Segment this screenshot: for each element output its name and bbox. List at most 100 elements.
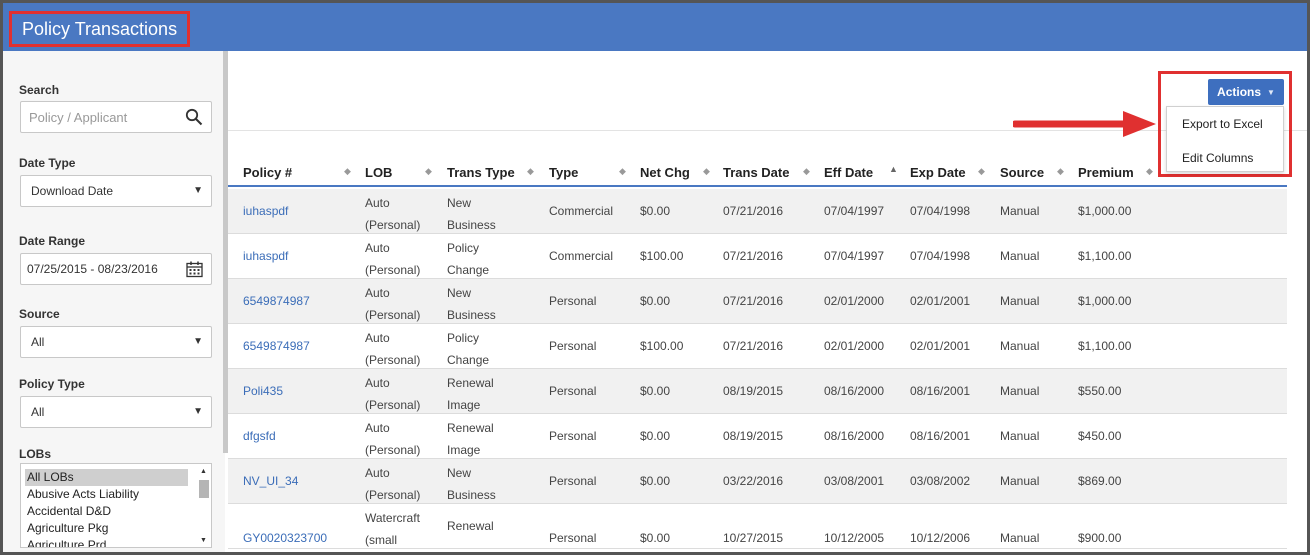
search-icon[interactable] xyxy=(185,108,203,129)
scroll-thumb[interactable] xyxy=(199,480,209,498)
sort-icon[interactable]: ◆ xyxy=(619,166,626,176)
column-header-net-chg[interactable]: Net Chg xyxy=(640,165,690,180)
net-chg-cell: $0.00 xyxy=(640,531,671,545)
lob-option[interactable]: All LOBs xyxy=(25,469,188,486)
menu-item-export-excel[interactable]: Export to Excel xyxy=(1182,117,1263,131)
sort-icon[interactable]: ◆ xyxy=(978,166,985,176)
trans-date-cell: 08/19/2015 xyxy=(723,384,784,398)
trans-type-cell: Renewal xyxy=(447,519,494,533)
lob-line: Auto xyxy=(365,286,390,300)
lob-line: Auto xyxy=(365,331,390,345)
lobs-listbox[interactable]: All LOBs Abusive Acts Liability Accident… xyxy=(20,463,212,548)
date-type-select[interactable]: Download Date ▼ xyxy=(20,175,212,207)
exp-date-cell: 10/12/2006 xyxy=(910,531,971,545)
chevron-down-icon: ▼ xyxy=(193,406,203,417)
policy-link[interactable]: 6549874987 xyxy=(243,339,310,353)
column-header-source[interactable]: Source xyxy=(1000,165,1045,180)
sort-icon[interactable]: ◆ xyxy=(703,166,710,176)
lob-option[interactable]: Agriculture Prd xyxy=(27,538,107,548)
premium-cell: $1,000.00 xyxy=(1078,204,1132,218)
table-row[interactable]: 6549874987 Auto (Personal) New Business Pe… xyxy=(228,279,1287,324)
policy-link[interactable]: iuhaspdf xyxy=(243,204,289,218)
search-input[interactable]: Policy / Applicant xyxy=(20,101,212,133)
eff-date-cell: 10/12/2005 xyxy=(824,531,885,545)
trans-type-line: Image xyxy=(447,398,481,412)
net-chg-cell: $100.00 xyxy=(640,249,684,263)
lob-line: (Personal) xyxy=(365,218,421,232)
sort-asc-icon[interactable]: ▲ xyxy=(889,164,898,174)
policy-link[interactable]: dfgsfd xyxy=(243,429,276,443)
policy-link[interactable]: GY0020323700 xyxy=(243,531,328,545)
sort-icon[interactable]: ◆ xyxy=(425,166,432,176)
lob-line: (Personal) xyxy=(365,308,421,322)
actions-button[interactable]: Actions ▼ xyxy=(1208,79,1284,105)
lob-option[interactable]: Abusive Acts Liability xyxy=(27,487,140,501)
chevron-down-icon: ▼ xyxy=(193,336,203,347)
trans-type-line: Business xyxy=(447,308,496,322)
source-select[interactable]: All ▼ xyxy=(20,326,212,358)
sort-icon[interactable]: ◆ xyxy=(803,166,810,176)
lob-line: (Personal) xyxy=(365,488,421,502)
premium-cell: $1,100.00 xyxy=(1078,339,1132,353)
lobs-scrollbar[interactable]: ▲ ▼ xyxy=(199,468,209,544)
search-label: Search xyxy=(19,83,60,97)
trans-type-line: Renewal xyxy=(447,421,494,435)
lob-line: Auto xyxy=(365,241,390,255)
lob-option[interactable]: Accidental D&D xyxy=(27,504,112,518)
sort-icon[interactable]: ◆ xyxy=(527,166,534,176)
date-type-label: Date Type xyxy=(19,156,76,170)
policy-link[interactable]: iuhaspdf xyxy=(243,249,289,263)
lob-cell: Auto (Personal) xyxy=(365,372,420,416)
table-row[interactable]: Poli435 Auto (Personal) Renewal Image Pers… xyxy=(228,369,1287,414)
column-header-eff-date[interactable]: Eff Date xyxy=(824,165,874,180)
column-header-premium[interactable]: Premium xyxy=(1078,165,1134,180)
exp-date-cell: 02/01/2001 xyxy=(910,294,971,308)
menu-item-edit-columns[interactable]: Edit Columns xyxy=(1182,151,1254,165)
policy-link[interactable]: Poli435 xyxy=(243,384,284,398)
column-header-exp-date[interactable]: Exp Date xyxy=(910,165,966,180)
lob-option[interactable]: Agriculture Pkg xyxy=(27,521,109,535)
eff-date-cell: 08/16/2000 xyxy=(824,429,885,443)
date-range-input[interactable]: 07/25/2015 - 08/23/2016 xyxy=(20,253,212,285)
table-body: iuhaspdf Auto (Personal) New Business Comm… xyxy=(228,189,1287,549)
lob-cell: Auto (Personal) xyxy=(365,237,420,281)
exp-date-cell: 07/04/1998 xyxy=(910,249,971,263)
net-chg-cell: $0.00 xyxy=(640,294,671,308)
eff-date-cell: 07/04/1997 xyxy=(824,249,885,263)
table-row[interactable]: dfgsfd Auto (Personal) Renewal Image Perso… xyxy=(228,414,1287,459)
actions-button-label: Actions xyxy=(1217,85,1262,99)
sidebar-scrollbar[interactable] xyxy=(223,51,228,453)
sort-icon[interactable]: ◆ xyxy=(344,166,351,176)
table-row[interactable]: GY0020323700 Watercraft (small Renewal Pe… xyxy=(228,504,1287,549)
scroll-down-icon[interactable]: ▼ xyxy=(200,537,207,544)
column-header-trans-date[interactable]: Trans Date xyxy=(723,165,790,180)
exp-date-cell: 08/16/2001 xyxy=(910,429,971,443)
sort-icon[interactable]: ◆ xyxy=(1146,166,1153,176)
table-row[interactable]: 6549874987 Auto (Personal) Policy Change P… xyxy=(228,324,1287,369)
table-scrollbar[interactable] xyxy=(1288,189,1307,552)
type-cell: Personal xyxy=(549,474,597,488)
column-header-policy[interactable]: Policy # xyxy=(243,165,293,180)
policy-link[interactable]: NV_UI_34 xyxy=(243,474,299,488)
trans-type-cell: Policy Change xyxy=(447,237,489,281)
source-cell: Manual xyxy=(1000,204,1040,218)
table-row[interactable]: iuhaspdf Auto (Personal) New Business Comm… xyxy=(228,189,1287,234)
source-value: All xyxy=(31,335,45,349)
column-header-trans-type[interactable]: Trans Type xyxy=(447,165,515,180)
type-cell: Personal xyxy=(549,339,597,353)
column-header-type[interactable]: Type xyxy=(549,165,579,180)
table-row[interactable]: iuhaspdf Auto (Personal) Policy Change Com… xyxy=(228,234,1287,279)
lob-cell: Auto (Personal) xyxy=(365,417,420,461)
policy-link[interactable]: 6549874987 xyxy=(243,294,310,308)
policy-type-select[interactable]: All ▼ xyxy=(20,396,212,428)
column-header-lob[interactable]: LOB xyxy=(365,165,393,180)
scroll-up-icon[interactable]: ▲ xyxy=(200,468,207,475)
source-cell: Manual xyxy=(1000,339,1040,353)
sort-icon[interactable]: ◆ xyxy=(1057,166,1064,176)
calendar-icon[interactable] xyxy=(186,261,203,281)
table-row[interactable]: NV_UI_34 Auto (Personal) New Business Pers… xyxy=(228,459,1287,504)
premium-cell: $1,000.00 xyxy=(1078,294,1132,308)
trans-type-line: Renewal xyxy=(447,376,494,390)
exp-date-cell: 02/01/2001 xyxy=(910,339,971,353)
lob-cell: Watercraft (small xyxy=(365,507,420,551)
